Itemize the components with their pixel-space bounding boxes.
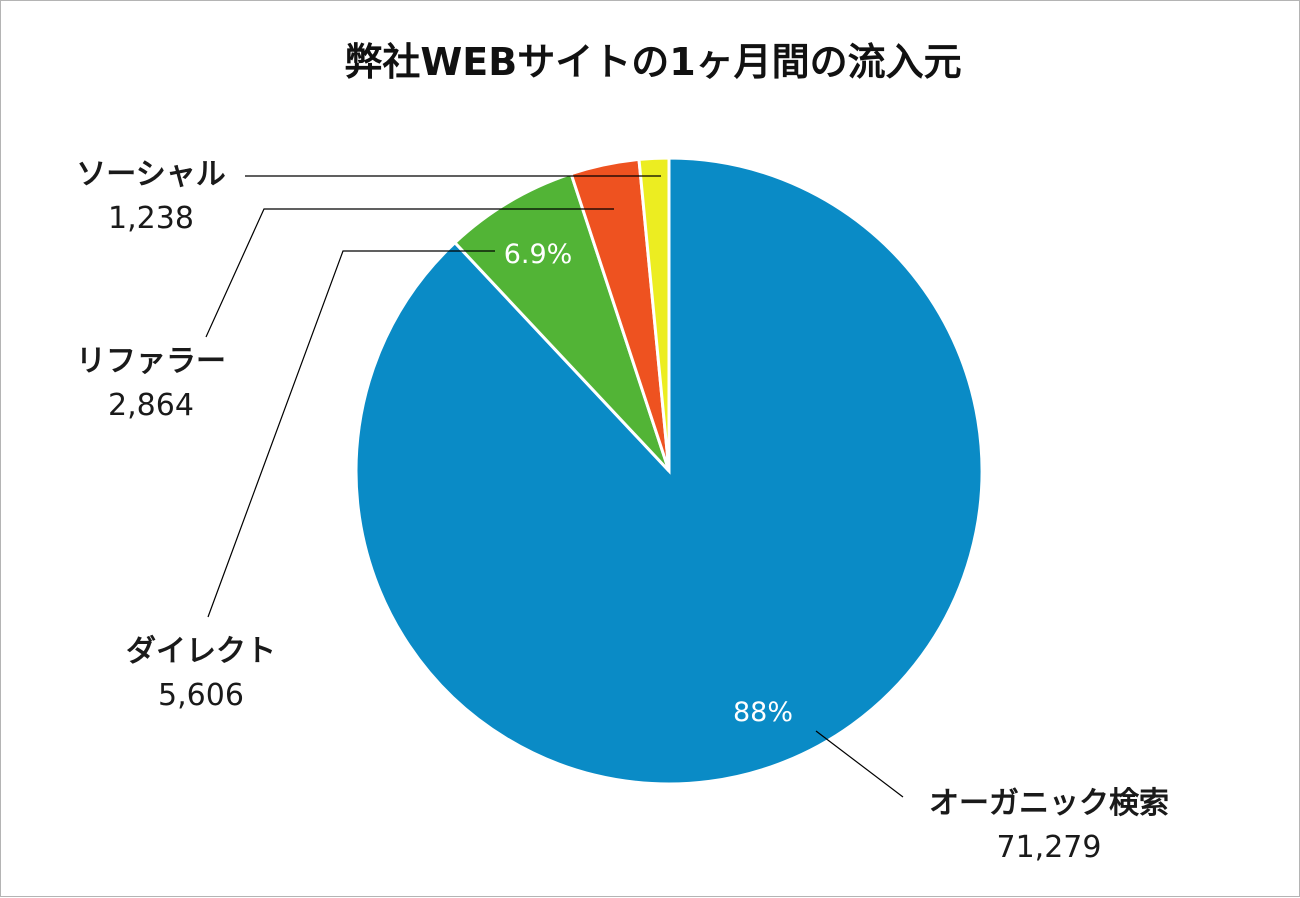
slice-value-label-3: 1,238 bbox=[108, 201, 194, 236]
leader-line-2 bbox=[205, 208, 614, 338]
pie-slices bbox=[354, 156, 984, 786]
slice-percent-label-0: 88% bbox=[733, 697, 793, 728]
slice-value-label-2: 2,864 bbox=[108, 388, 194, 423]
leader-lines bbox=[205, 175, 904, 798]
leader-line-0 bbox=[815, 730, 904, 798]
slice-name-label-1: ダイレクト bbox=[126, 634, 276, 669]
slice-value-label-0: 71,279 bbox=[997, 830, 1102, 865]
pie-slice-1 bbox=[452, 171, 671, 473]
slice-name-label-2: リファラー bbox=[76, 344, 226, 379]
slice-name-label-0: オーガニック検索 bbox=[929, 786, 1169, 821]
chart-title: 弊社WEBサイトの1ヶ月間の流入元 bbox=[344, 40, 961, 84]
slice-labels: オーガニック検索 71,279 ダイレクト 5,606 リファラー 2,864 ソーシャル 1… bbox=[76, 157, 1169, 865]
slice-value-label-1: 5,606 bbox=[158, 678, 244, 713]
slice-percent-label-1: 6.9% bbox=[504, 239, 573, 270]
slice-name-label-3: ソーシャル bbox=[76, 157, 225, 192]
pie-slice-3 bbox=[637, 156, 671, 472]
leader-line-1 bbox=[207, 250, 495, 618]
